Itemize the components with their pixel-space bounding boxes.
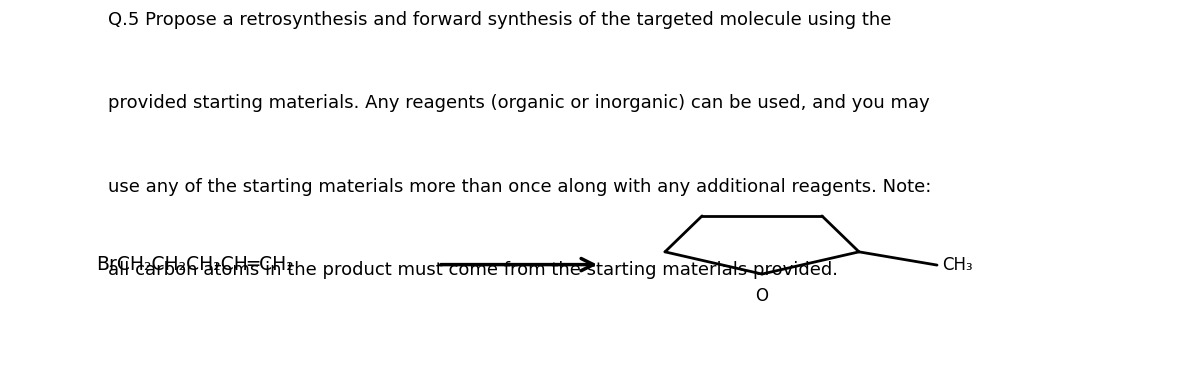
Text: all carbon atoms in the product must come from the starting materials provided.: all carbon atoms in the product must com… xyxy=(108,261,838,279)
Text: BrCH₂CH₂CH₂CH═CH₂: BrCH₂CH₂CH₂CH═CH₂ xyxy=(96,255,294,274)
Text: O: O xyxy=(756,287,768,305)
Text: use any of the starting materials more than once along with any additional reage: use any of the starting materials more t… xyxy=(108,178,931,196)
Text: Q.5 Propose a retrosynthesis and forward synthesis of the targeted molecule usin: Q.5 Propose a retrosynthesis and forward… xyxy=(108,11,892,29)
Text: CH₃: CH₃ xyxy=(942,256,972,274)
Text: provided starting materials. Any reagents (organic or inorganic) can be used, an: provided starting materials. Any reagent… xyxy=(108,94,930,113)
